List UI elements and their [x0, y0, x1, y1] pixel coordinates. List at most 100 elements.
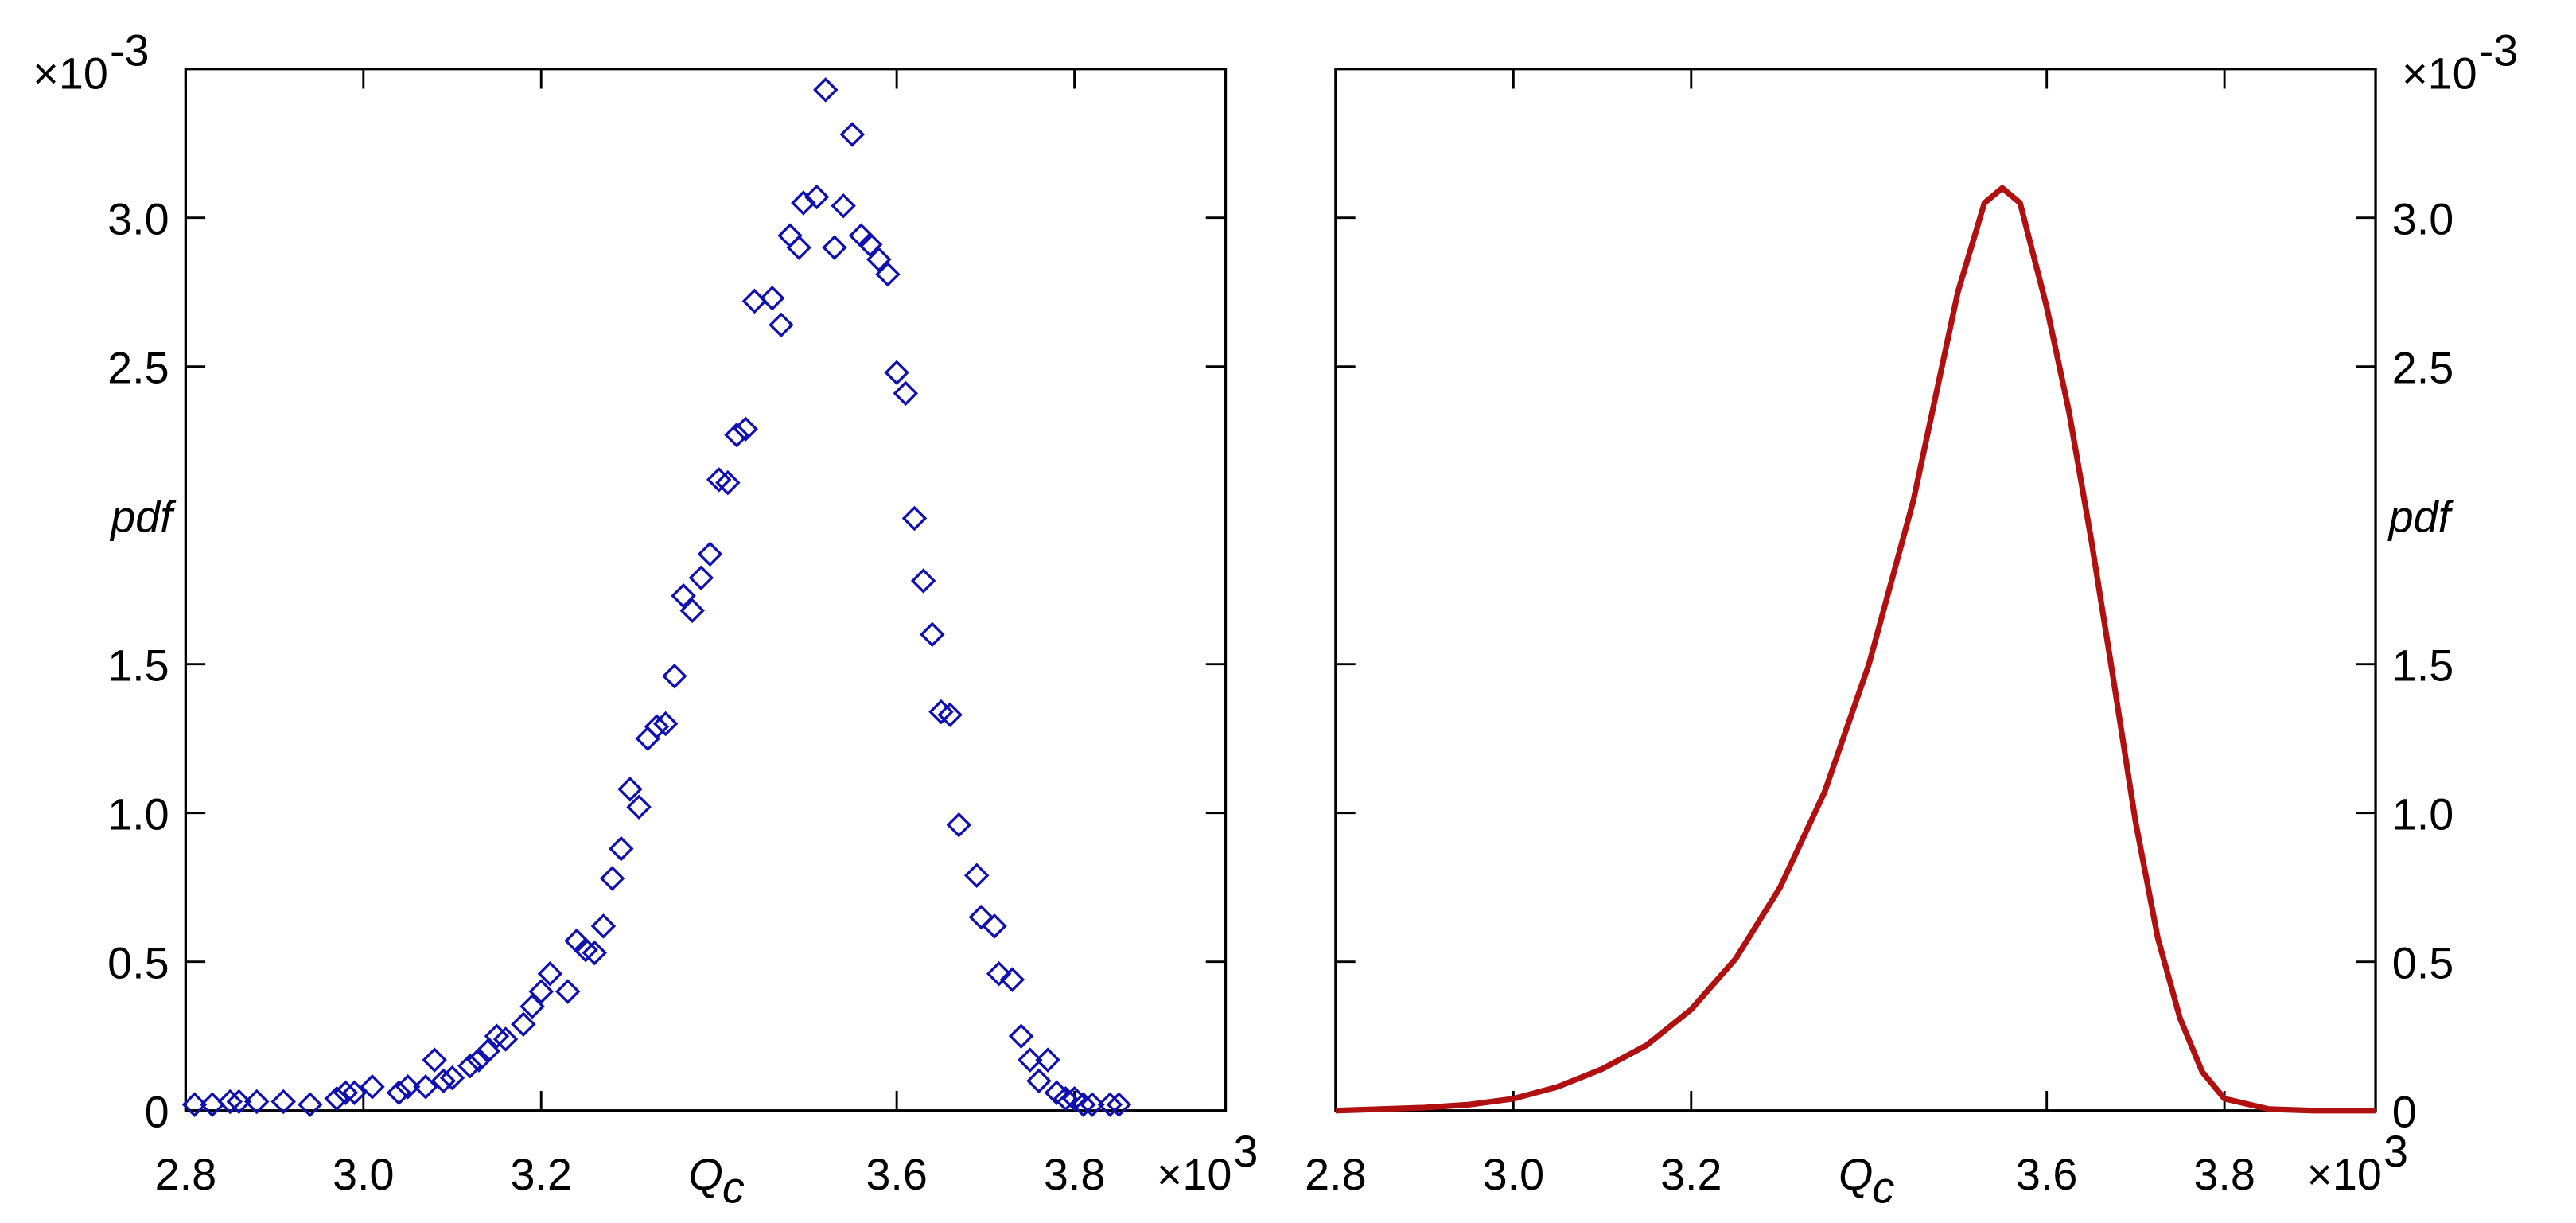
x-axis-label: Q — [688, 1150, 722, 1199]
y-tick-label: 3.0 — [107, 194, 169, 243]
data-point — [741, 288, 768, 314]
data-point — [341, 1080, 368, 1106]
data-point — [226, 1089, 252, 1115]
data-line — [1335, 185, 2376, 1114]
y-tick-label: 0.5 — [2392, 938, 2454, 987]
data-point — [617, 777, 643, 802]
data-point — [963, 863, 990, 889]
data-point — [662, 663, 687, 689]
y-axis-label: pdf — [109, 492, 177, 541]
data-point — [1080, 1092, 1105, 1118]
data-point — [1008, 1023, 1034, 1049]
data-point — [937, 702, 963, 728]
y-multiplier-exp: -3 — [110, 26, 150, 76]
x-axis-label-sub: c — [1872, 1163, 1894, 1212]
data-point — [679, 598, 705, 624]
data-point — [791, 190, 816, 216]
x-multiplier-exp: 3 — [2383, 1127, 2408, 1176]
data-point — [901, 505, 928, 532]
x-tick-label: 3.0 — [333, 1150, 395, 1199]
x-multiplier: ×10 — [1157, 1150, 1232, 1199]
y-multiplier-exp: -3 — [2479, 26, 2519, 76]
data-point — [635, 726, 661, 751]
data-point — [519, 994, 545, 1019]
data-point — [1026, 1068, 1052, 1094]
data-point — [243, 1089, 270, 1115]
data-point — [813, 77, 839, 103]
x-tick-label: 3.2 — [510, 1150, 572, 1199]
data-point — [1017, 1047, 1043, 1073]
data-point — [466, 1047, 492, 1073]
x-tick-label: 3.8 — [1044, 1150, 1106, 1199]
data-point — [1053, 1086, 1079, 1112]
data-point — [270, 1089, 297, 1115]
data-point — [360, 1074, 385, 1100]
data-point — [511, 1011, 536, 1038]
data-point — [822, 235, 847, 260]
data-point — [644, 714, 670, 740]
data-point — [430, 1068, 457, 1094]
data-point — [528, 979, 555, 1004]
data-point — [492, 1026, 519, 1052]
data-point — [475, 1038, 500, 1064]
y-tick-label: 2.5 — [2392, 343, 2454, 392]
data-point — [697, 541, 723, 567]
data-point — [422, 1047, 447, 1073]
data-point — [910, 568, 936, 594]
data-point — [1106, 1092, 1132, 1118]
data-point — [986, 960, 1012, 987]
data-point — [298, 1092, 323, 1118]
data-point — [928, 699, 954, 725]
y-tick-label: 3.0 — [2392, 194, 2454, 243]
y-axis-label: pdf — [2387, 492, 2455, 541]
y-tick-label: 1.0 — [107, 789, 169, 839]
data-point — [884, 360, 909, 385]
x-tick-label: 2.8 — [1305, 1150, 1367, 1199]
data-point — [582, 940, 608, 966]
x-axis-label-sub: c — [722, 1163, 745, 1212]
data-point — [181, 1092, 208, 1118]
data-point — [626, 794, 652, 820]
data-point — [1097, 1092, 1123, 1118]
y-tick-label: 0.5 — [107, 938, 169, 987]
data-point — [652, 711, 679, 737]
data-point — [875, 262, 901, 287]
x-tick-label: 3.2 — [1660, 1150, 1722, 1199]
plot-frame — [1334, 68, 2377, 1112]
data-point — [733, 416, 758, 442]
y-tick-label: 0 — [145, 1087, 169, 1136]
plot-frame — [184, 68, 1228, 1112]
data-point — [831, 193, 856, 219]
x-tick-label: 3.6 — [866, 1150, 928, 1199]
data-point — [217, 1089, 243, 1115]
y-multiplier: ×10 — [2402, 49, 2477, 98]
data-point — [893, 380, 919, 407]
data-point — [555, 979, 581, 1004]
data-point — [857, 232, 883, 258]
data-point — [777, 223, 803, 248]
data-point — [599, 866, 625, 891]
data-point — [968, 904, 994, 930]
data-point — [804, 184, 830, 210]
data-point — [715, 469, 741, 496]
x-tick-label: 2.8 — [155, 1150, 217, 1199]
data-point — [324, 1086, 350, 1112]
data-point — [866, 247, 892, 272]
data-point — [759, 285, 785, 311]
x-tick-label: 3.6 — [2016, 1150, 2078, 1199]
y-tick-label: 1.5 — [2392, 641, 2454, 690]
data-point — [706, 467, 732, 493]
y-tick-label: 2.5 — [107, 343, 169, 392]
data-point — [839, 122, 866, 147]
data-point — [439, 1065, 465, 1091]
data-point — [333, 1080, 359, 1106]
data-point — [413, 1074, 438, 1100]
data-point — [999, 967, 1025, 992]
x-multiplier-exp: 3 — [1233, 1127, 1258, 1176]
data-point — [724, 422, 749, 448]
y-tick-label: 1.5 — [107, 641, 169, 690]
data-point — [386, 1080, 412, 1106]
data-point — [769, 312, 794, 338]
